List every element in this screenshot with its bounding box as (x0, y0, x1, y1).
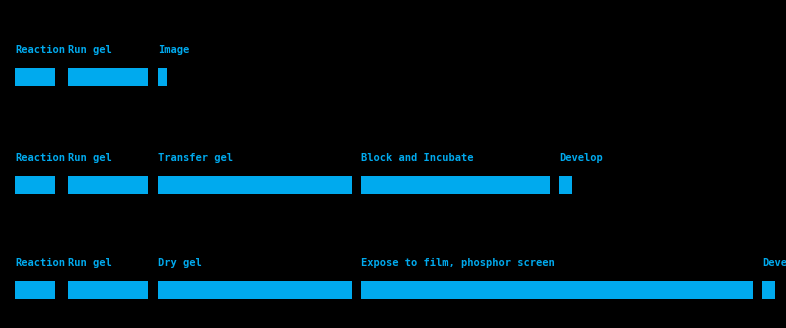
Text: Run gel: Run gel (68, 258, 112, 268)
Text: Develop: Develop (762, 258, 786, 268)
Text: Dry gel: Dry gel (158, 258, 202, 268)
Text: Block and Incubate: Block and Incubate (361, 153, 473, 163)
Bar (15, 176, 55, 194)
Bar (15, 281, 55, 299)
Bar (762, 281, 775, 299)
Bar (158, 176, 352, 194)
Text: Image: Image (158, 45, 189, 55)
Text: Reaction: Reaction (15, 45, 65, 55)
Bar (68, 68, 148, 86)
Text: Develop: Develop (559, 153, 603, 163)
Bar (68, 176, 148, 194)
Bar (68, 281, 148, 299)
Bar (15, 68, 55, 86)
Text: Reaction: Reaction (15, 153, 65, 163)
Bar (361, 281, 753, 299)
Text: Transfer gel: Transfer gel (158, 153, 233, 163)
Bar (559, 176, 572, 194)
Bar (158, 68, 167, 86)
Bar (361, 176, 550, 194)
Text: Reaction: Reaction (15, 258, 65, 268)
Text: Run gel: Run gel (68, 153, 112, 163)
Text: Run gel: Run gel (68, 45, 112, 55)
Text: Expose to film, phosphor screen: Expose to film, phosphor screen (361, 258, 555, 268)
Bar (158, 281, 352, 299)
